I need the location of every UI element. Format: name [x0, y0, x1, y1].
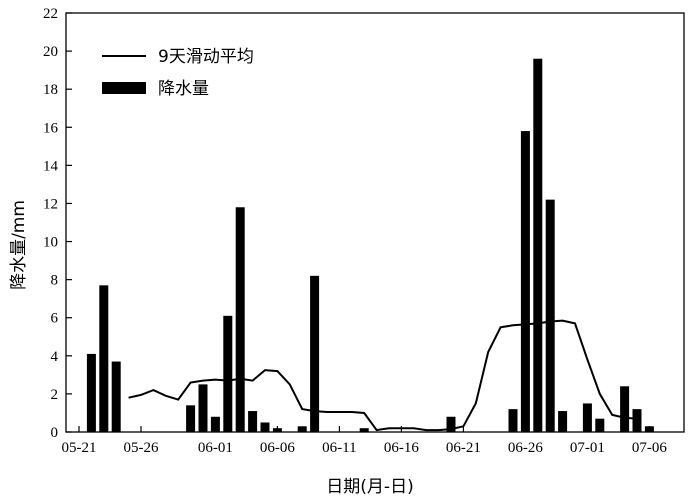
bar-06-08: [297, 426, 307, 432]
y-tick-label-20: 20: [43, 44, 58, 60]
x-tick-label-05-26: 05-26: [124, 440, 159, 456]
x-tick-label-05-21: 05-21: [62, 440, 97, 456]
y-tick-label-18: 18: [43, 82, 58, 98]
y-tick-label-8: 8: [51, 273, 59, 289]
bar-07-01: [582, 403, 592, 432]
bar-05-31: [198, 384, 208, 432]
x-tick-label-06-21: 06-21: [446, 440, 481, 456]
y-tick-label-16: 16: [43, 120, 59, 136]
bar-05-22: [86, 353, 96, 432]
legend-bar-swatch: [102, 82, 146, 94]
bar-06-26: [520, 131, 530, 432]
x-tick-label-06-11: 06-11: [322, 440, 356, 456]
x-tick-label-07-01: 07-01: [570, 440, 605, 456]
bar-06-29: [558, 411, 568, 432]
y-tick-label-14: 14: [43, 158, 59, 174]
x-tick-label-07-06: 07-06: [632, 440, 667, 456]
bar-07-05: [632, 409, 642, 432]
legend-label-moving-average: 9天滑动平均: [158, 47, 254, 67]
bar-06-03: [235, 207, 245, 432]
legend-label-precipitation: 降水量: [158, 79, 209, 99]
bar-06-02: [223, 315, 233, 432]
bar-06-01: [210, 416, 220, 432]
legend: 9天滑动平均 降水量: [102, 47, 254, 99]
bar-06-13: [359, 428, 369, 432]
y-tick-label-12: 12: [43, 196, 58, 212]
bar-06-27: [533, 58, 543, 432]
x-axis-title: 日期(月-日): [326, 477, 413, 497]
axes: 0 2 4 6 8 10 12 14 16 18 20 22 05-21 05-26 06-01 06-06 0…: [43, 6, 685, 456]
y-tick-label-22: 22: [43, 6, 58, 22]
bar-06-20: [446, 416, 456, 432]
bar-07-04: [620, 386, 630, 432]
bar-05-24: [111, 361, 121, 432]
plot-area: [86, 58, 654, 432]
y-tick-label-4: 4: [51, 349, 59, 365]
plot-frame: [65, 12, 685, 433]
bar-05-23: [99, 285, 109, 432]
moving-average-line: [128, 319, 638, 432]
bar-06-09: [310, 275, 320, 432]
y-tick-label-2: 2: [51, 387, 59, 403]
y-tick-label-6: 6: [51, 311, 59, 327]
x-tick-label-06-26: 06-26: [508, 440, 543, 456]
y-tick-label-0: 0: [51, 425, 59, 441]
bar-06-28: [545, 199, 555, 432]
x-tick-label-06-06: 06-06: [260, 440, 295, 456]
y-axis-title: 降水量/mm: [9, 200, 29, 290]
y-tick-label-10: 10: [43, 235, 58, 251]
bar-06-05: [260, 422, 270, 432]
bar-06-04: [248, 411, 258, 432]
bar-07-02: [595, 418, 605, 432]
x-tick-label-06-01: 06-01: [198, 440, 233, 456]
bar-05-30: [186, 405, 196, 432]
x-tick-label-06-16: 06-16: [384, 440, 419, 456]
bar-06-25: [508, 409, 518, 432]
